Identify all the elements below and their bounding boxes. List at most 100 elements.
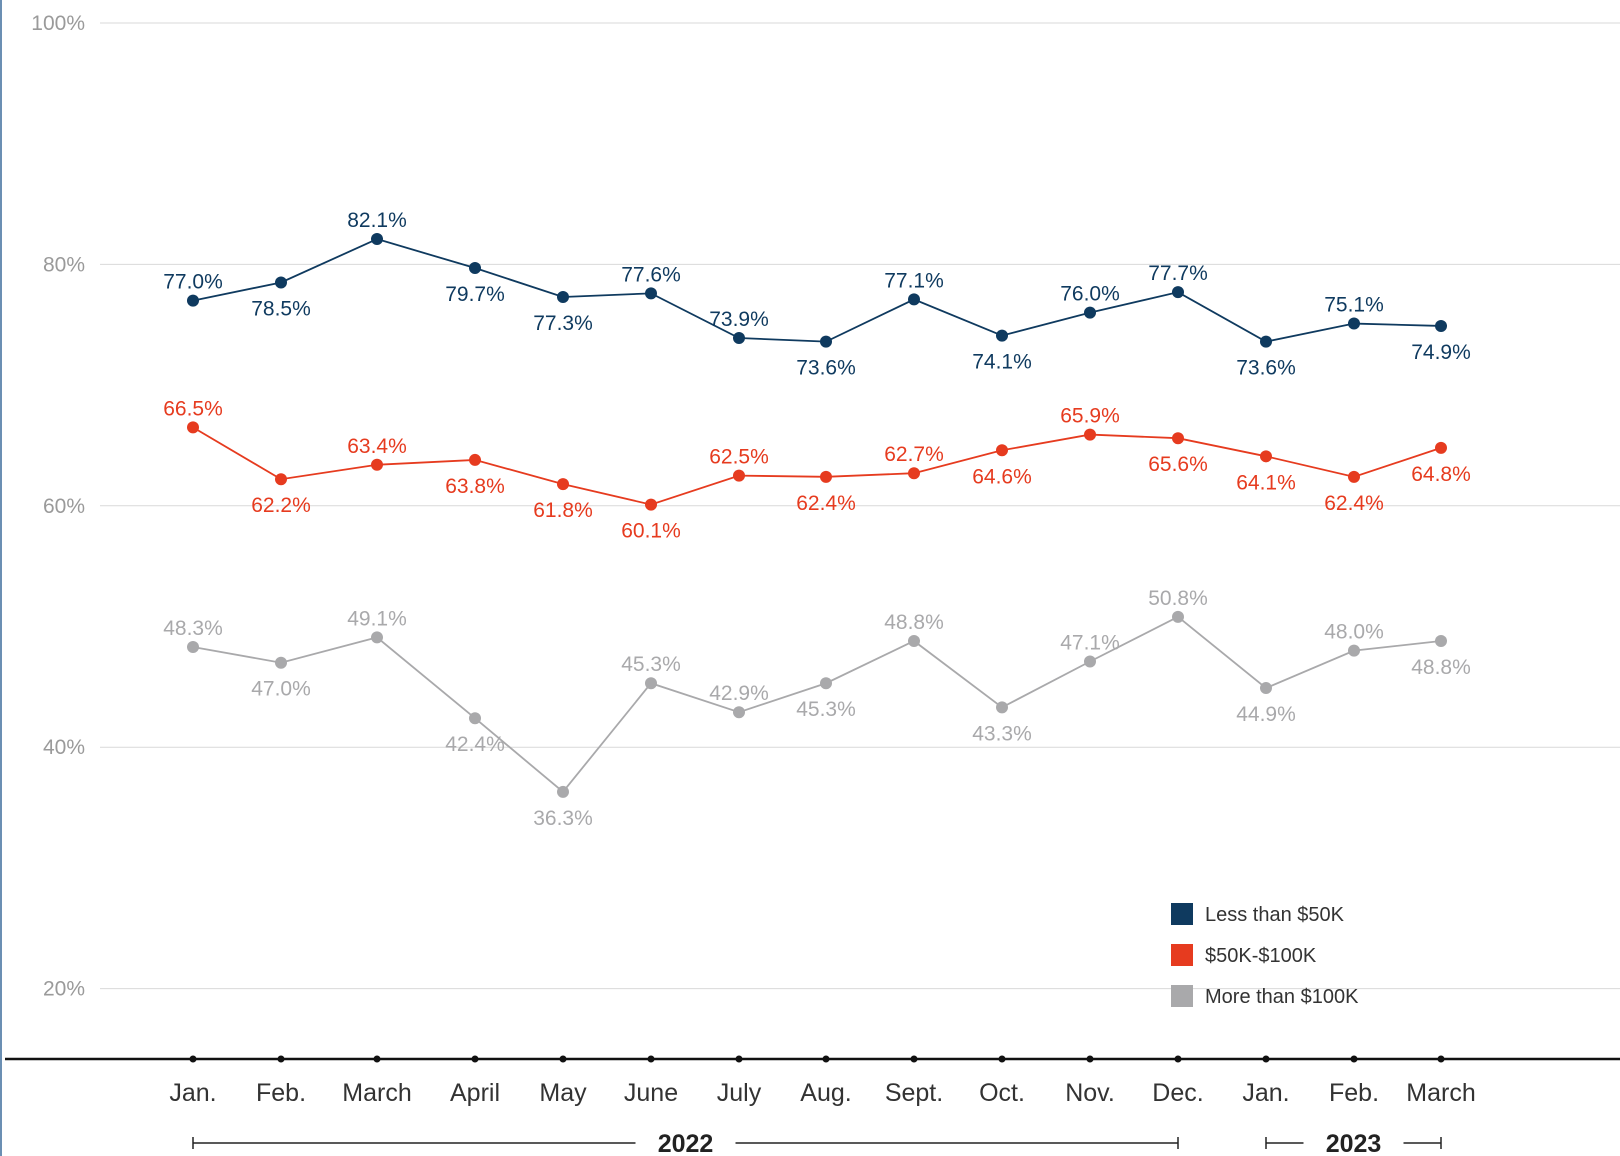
data-label: 82.1%: [347, 209, 407, 232]
data-label: 77.7%: [1148, 262, 1208, 285]
data-label: 62.7%: [884, 443, 944, 466]
data-label: 77.3%: [533, 312, 593, 335]
data-point: [996, 701, 1008, 714]
x-tick-label: Feb.: [1329, 1079, 1379, 1107]
data-point: [908, 467, 920, 480]
data-point: [733, 332, 745, 345]
data-point: [187, 294, 199, 307]
x-tick-label: Sept.: [885, 1079, 943, 1107]
x-tick-dot: [559, 1055, 567, 1063]
data-label: 47.1%: [1060, 632, 1120, 655]
x-tick-dot: [1437, 1055, 1445, 1063]
data-labels: 77.0% 78.5% 82.1% 79.7% 77.3% 77.6% 73.9% 73.6%…: [163, 209, 1471, 830]
data-label: 77.6%: [621, 263, 681, 286]
data-point: [645, 287, 657, 300]
year-brackets: 2022 2023: [192, 1130, 1442, 1156]
data-point: [187, 641, 199, 654]
year-label: 2022: [658, 1130, 714, 1156]
data-point: [469, 262, 481, 275]
year-label: 2023: [1326, 1130, 1382, 1156]
x-axis: Jan. Feb. March April May June July Aug. Sept. Oc…: [5, 1055, 1620, 1107]
data-label: 73.6%: [1236, 357, 1296, 380]
data-label: 63.4%: [347, 435, 407, 458]
data-label: 63.8%: [445, 475, 505, 498]
data-label: 74.1%: [972, 351, 1032, 374]
series-lines: [187, 233, 1447, 798]
data-point: [733, 706, 745, 719]
grid-lines: [100, 22, 1620, 990]
data-point: [1260, 450, 1272, 463]
x-tick-label: May: [539, 1079, 587, 1107]
data-point: [557, 290, 569, 303]
data-point: [1084, 655, 1096, 668]
x-tick-label: April: [450, 1079, 500, 1107]
data-point: [1348, 470, 1360, 483]
data-label: 74.9%: [1411, 341, 1471, 364]
data-point: [1260, 335, 1272, 348]
data-label: 49.1%: [347, 607, 407, 630]
x-tick-label: March: [1406, 1079, 1475, 1107]
x-tick-dot: [647, 1055, 655, 1063]
data-point: [371, 233, 383, 246]
data-point: [645, 677, 657, 690]
data-point: [1084, 306, 1096, 319]
x-tick-dot: [822, 1055, 830, 1063]
data-point: [187, 421, 199, 434]
data-label: 48.3%: [163, 617, 223, 640]
x-tick-label: Feb.: [256, 1079, 306, 1107]
data-label: 77.0%: [163, 271, 223, 294]
data-label: 62.5%: [709, 446, 769, 469]
legend-label: More than $100K: [1205, 986, 1359, 1008]
legend-swatch: [1171, 903, 1193, 925]
legend-swatch: [1171, 944, 1193, 966]
x-tick-dot: [1086, 1055, 1094, 1063]
x-tick-label: March: [342, 1079, 411, 1107]
data-label: 43.3%: [972, 722, 1032, 745]
y-tick-label: 40%: [43, 736, 85, 759]
data-label: 48.8%: [1411, 656, 1471, 679]
data-label: 44.9%: [1236, 703, 1296, 726]
data-label: 64.1%: [1236, 471, 1296, 494]
x-tick-dot: [373, 1055, 381, 1063]
data-point: [275, 276, 287, 289]
data-label: 65.9%: [1060, 405, 1120, 428]
data-point: [371, 631, 383, 644]
x-tick-label: Aug.: [800, 1079, 851, 1107]
y-tick-label: 60%: [43, 495, 85, 518]
data-label: 77.1%: [884, 269, 944, 292]
series-line: [192, 238, 1442, 343]
data-label: 66.5%: [163, 397, 223, 420]
data-point: [645, 498, 657, 511]
data-point: [733, 469, 745, 482]
data-point: [996, 329, 1008, 342]
data-point: [908, 634, 920, 647]
data-point: [1172, 432, 1184, 445]
data-point: [908, 293, 920, 306]
data-label: 47.0%: [251, 678, 311, 701]
y-tick-label: 100%: [31, 12, 85, 35]
data-point: [1435, 319, 1447, 332]
data-label: 62.4%: [1324, 492, 1384, 515]
x-tick-dot: [189, 1055, 197, 1063]
data-point: [1260, 682, 1272, 695]
data-label: 50.8%: [1148, 587, 1208, 610]
data-point: [996, 444, 1008, 457]
data-label: 64.6%: [972, 465, 1032, 488]
x-tick-label: Dec.: [1152, 1079, 1203, 1107]
data-point: [371, 458, 383, 471]
x-tick-label: July: [717, 1079, 762, 1107]
data-label: 65.6%: [1148, 453, 1208, 476]
x-tick-label: Jan.: [1242, 1079, 1289, 1107]
x-tick-dot: [998, 1055, 1006, 1063]
data-point: [820, 335, 832, 348]
x-tick-dot: [277, 1055, 285, 1063]
data-label: 79.7%: [445, 283, 505, 306]
x-tick-dot: [910, 1055, 918, 1063]
data-label: 45.3%: [796, 698, 856, 721]
data-label: 64.8%: [1411, 463, 1471, 486]
x-tick-label: June: [624, 1079, 678, 1107]
legend-label: $50K-$100K: [1205, 945, 1317, 967]
data-point: [1435, 634, 1447, 647]
